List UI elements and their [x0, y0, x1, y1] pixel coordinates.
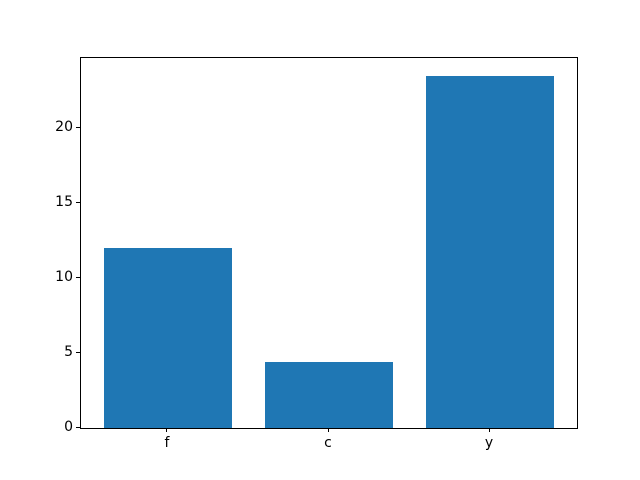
y-tick-label: 20 [55, 119, 73, 136]
bar-y [425, 75, 555, 428]
y-tick-label: 10 [55, 269, 73, 286]
y-tick-mark [76, 201, 80, 203]
x-tick-label: y [484, 435, 494, 451]
x-tick-mark [166, 428, 168, 432]
plot-area [80, 57, 578, 429]
x-tick-label: f [164, 435, 170, 451]
y-tick-label: 5 [64, 344, 73, 361]
x-tick-mark [488, 428, 490, 432]
y-tick-mark [76, 351, 80, 353]
x-tick-label: c [324, 435, 332, 451]
y-tick-label: 0 [64, 419, 73, 435]
y-tick-mark [76, 276, 80, 278]
x-tick-mark [327, 428, 329, 432]
bar-c [264, 362, 394, 428]
bar-f [103, 248, 233, 428]
y-tick-label: 15 [55, 194, 73, 211]
y-tick-mark [76, 126, 80, 128]
y-tick-mark [76, 426, 80, 428]
